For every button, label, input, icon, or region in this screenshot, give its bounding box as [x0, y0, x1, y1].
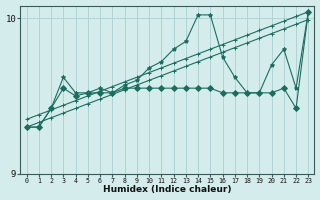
X-axis label: Humidex (Indice chaleur): Humidex (Indice chaleur)	[103, 185, 232, 194]
